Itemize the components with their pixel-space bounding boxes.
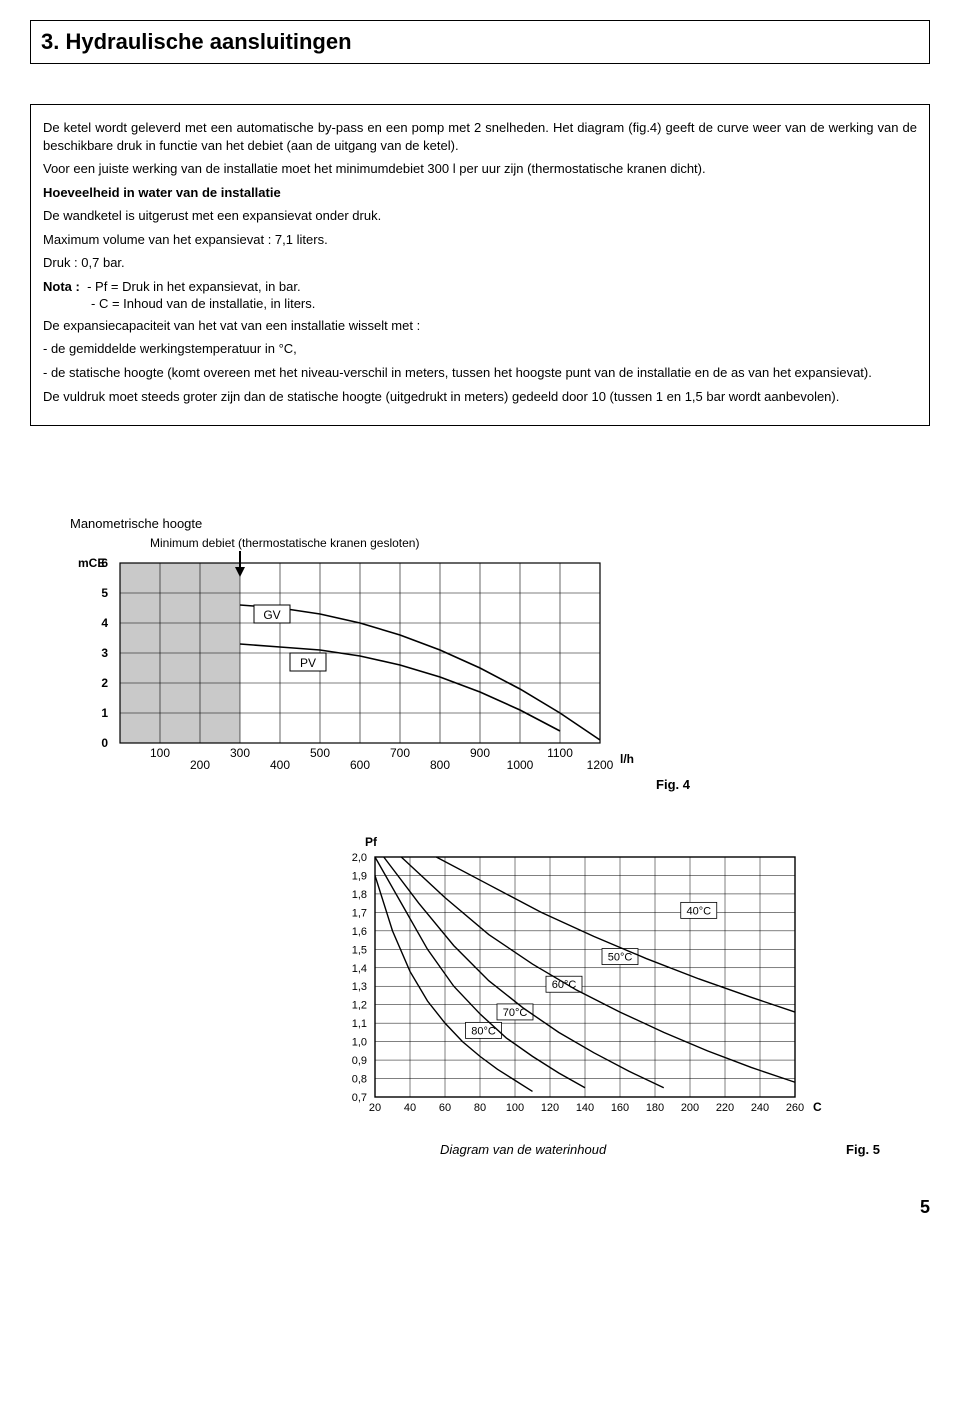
svg-text:50°C: 50°C bbox=[608, 952, 633, 964]
chart1-svg: Minimum debiet (thermostatische kranen g… bbox=[70, 533, 690, 773]
svg-text:1,1: 1,1 bbox=[352, 1018, 367, 1030]
chart-waterinhoud: Pf 0,7 0,8 0,9 1,0 1,1 1,2 1,3 1,4 1,5 1,6 1,7 1,8 1,… bbox=[320, 832, 930, 1157]
chart2-svg: Pf 0,7 0,8 0,9 1,0 1,1 1,2 1,3 1,4 1,5 1,6 1,7 1,8 1,… bbox=[320, 832, 900, 1142]
svg-text:140: 140 bbox=[576, 1102, 594, 1114]
svg-text:1,5: 1,5 bbox=[352, 944, 367, 956]
svg-text:1,8: 1,8 bbox=[352, 889, 367, 901]
svg-text:1,6: 1,6 bbox=[352, 926, 367, 938]
svg-text:800: 800 bbox=[430, 758, 450, 772]
svg-text:1,4: 1,4 bbox=[352, 963, 367, 975]
paragraph: Maximum volume van het expansievat : 7,1… bbox=[43, 231, 917, 249]
svg-text:6: 6 bbox=[101, 556, 108, 570]
paragraph: De expansiecapaciteit van het vat van ee… bbox=[43, 317, 917, 335]
svg-text:1,9: 1,9 bbox=[352, 871, 367, 883]
svg-text:40°C: 40°C bbox=[686, 905, 711, 917]
paragraph: Voor een juiste werking van de installat… bbox=[43, 160, 917, 178]
chart-manometric: Manometrische hoogte Minimum debiet (the… bbox=[70, 516, 930, 792]
svg-text:1,7: 1,7 bbox=[352, 907, 367, 919]
svg-text:160: 160 bbox=[611, 1102, 629, 1114]
svg-text:180: 180 bbox=[646, 1102, 664, 1114]
svg-text:500: 500 bbox=[310, 746, 330, 760]
svg-text:1,2: 1,2 bbox=[352, 1000, 367, 1012]
svg-text:1: 1 bbox=[101, 706, 108, 720]
figure-label: Fig. 5 bbox=[846, 1142, 880, 1157]
svg-text:GV: GV bbox=[263, 608, 280, 622]
svg-text:PV: PV bbox=[300, 656, 316, 670]
svg-text:900: 900 bbox=[470, 746, 490, 760]
svg-text:3: 3 bbox=[101, 646, 108, 660]
svg-text:Pf: Pf bbox=[365, 835, 378, 849]
nota-label: Nota : bbox=[43, 279, 80, 294]
svg-text:100: 100 bbox=[506, 1102, 524, 1114]
svg-text:l/h: l/h bbox=[620, 752, 634, 766]
svg-text:20: 20 bbox=[369, 1102, 381, 1114]
chart-caption: Diagram van de waterinhoud bbox=[440, 1142, 606, 1157]
svg-text:4: 4 bbox=[101, 616, 108, 630]
svg-text:200: 200 bbox=[681, 1102, 699, 1114]
svg-text:200: 200 bbox=[190, 758, 210, 772]
svg-text:2: 2 bbox=[101, 676, 108, 690]
svg-text:80: 80 bbox=[474, 1102, 486, 1114]
paragraph: De vuldruk moet steeds groter zijn dan d… bbox=[43, 388, 917, 406]
svg-text:300: 300 bbox=[230, 746, 250, 760]
paragraph: Druk : 0,7 bar. bbox=[43, 254, 917, 272]
bullet: - de statische hoogte (komt overeen met … bbox=[43, 364, 917, 382]
svg-text:1,0: 1,0 bbox=[352, 1037, 367, 1049]
paragraph: De wandketel is uitgerust met een expans… bbox=[43, 207, 917, 225]
page-number: 5 bbox=[30, 1197, 930, 1218]
svg-text:400: 400 bbox=[270, 758, 290, 772]
svg-text:1000: 1000 bbox=[507, 758, 534, 772]
svg-text:80°C: 80°C bbox=[471, 1025, 496, 1037]
svg-text:700: 700 bbox=[390, 746, 410, 760]
svg-text:0,7: 0,7 bbox=[352, 1092, 367, 1104]
svg-text:1200: 1200 bbox=[587, 758, 614, 772]
svg-text:240: 240 bbox=[751, 1102, 769, 1114]
svg-text:120: 120 bbox=[541, 1102, 559, 1114]
svg-text:100: 100 bbox=[150, 746, 170, 760]
svg-text:600: 600 bbox=[350, 758, 370, 772]
svg-text:2,0: 2,0 bbox=[352, 852, 367, 864]
nota-item: - Pf = Druk in het expansievat, in bar. bbox=[87, 279, 301, 294]
svg-text:0,9: 0,9 bbox=[352, 1055, 367, 1067]
nota-item: - C = Inhoud van de installatie, in lite… bbox=[91, 296, 315, 311]
svg-text:0,8: 0,8 bbox=[352, 1074, 367, 1086]
svg-text:260: 260 bbox=[786, 1102, 804, 1114]
svg-text:1,3: 1,3 bbox=[352, 981, 367, 993]
svg-text:1100: 1100 bbox=[547, 746, 573, 760]
section-title: 3. Hydraulische aansluitingen bbox=[30, 20, 930, 64]
svg-text:5: 5 bbox=[101, 586, 108, 600]
subheading: Hoeveelheid in water van de installatie bbox=[43, 184, 917, 202]
svg-text:60: 60 bbox=[439, 1102, 451, 1114]
svg-text:0: 0 bbox=[101, 736, 108, 750]
svg-text:Minimum debiet (thermostatisch: Minimum debiet (thermostatische kranen g… bbox=[150, 536, 419, 550]
svg-text:60°C: 60°C bbox=[552, 979, 577, 991]
nota-block: Nota : - Pf = Druk in het expansievat, i… bbox=[43, 278, 917, 313]
svg-text:C: C bbox=[813, 1100, 822, 1114]
svg-text:40: 40 bbox=[404, 1102, 416, 1114]
bullet: - de gemiddelde werkingstemperatuur in °… bbox=[43, 340, 917, 358]
content-box: De ketel wordt geleverd met een automati… bbox=[30, 104, 930, 426]
paragraph: De ketel wordt geleverd met een automati… bbox=[43, 119, 917, 154]
figure-label: Fig. 4 bbox=[70, 777, 690, 792]
chart-title: Manometrische hoogte bbox=[70, 516, 930, 531]
svg-text:220: 220 bbox=[716, 1102, 734, 1114]
